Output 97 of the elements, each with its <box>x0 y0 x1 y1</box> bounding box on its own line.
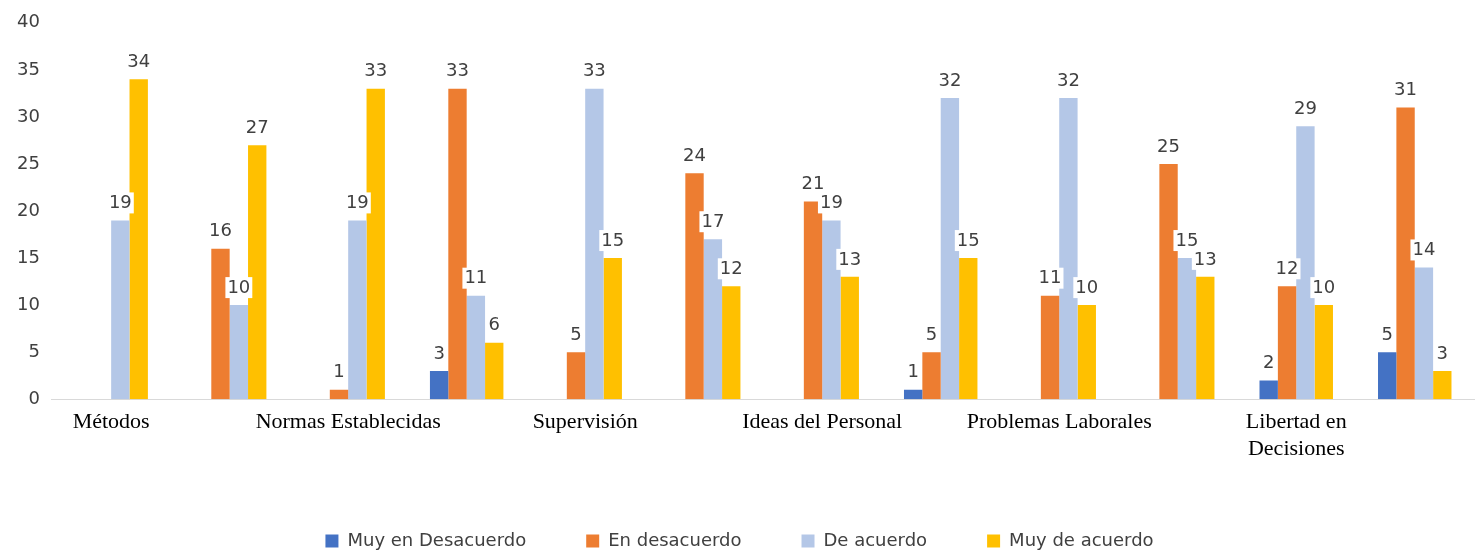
bar <box>429 370 449 400</box>
x-tick-label: Ideas del Personal <box>742 408 903 434</box>
data-label: 33 <box>582 59 606 81</box>
data-label: 14 <box>1412 238 1436 260</box>
x-tick-label: Supervisión <box>532 408 638 434</box>
bar <box>959 258 978 400</box>
data-label: 24 <box>683 144 706 166</box>
data-label: 21 <box>801 172 825 194</box>
y-tick-label: 35 <box>17 57 40 79</box>
data-label: 12 <box>719 256 743 278</box>
bar <box>366 88 385 400</box>
bar <box>566 352 586 400</box>
y-tick-label: 10 <box>17 292 40 314</box>
y-tick-label: 20 <box>17 198 40 220</box>
data-label: 13 <box>838 247 862 269</box>
bar <box>1296 126 1315 400</box>
data-label: 10 <box>227 275 251 297</box>
data-label: 3 <box>1436 341 1449 363</box>
bar <box>1396 107 1415 400</box>
bar <box>1177 258 1197 400</box>
legend-label: Muy de acuerdo <box>1009 528 1154 550</box>
data-label: 19 <box>108 191 132 213</box>
legend-label: En desacuerdo <box>608 528 742 550</box>
bar <box>229 305 249 400</box>
data-label: 32 <box>1056 68 1080 90</box>
bar <box>1414 267 1434 400</box>
bar <box>585 88 604 400</box>
bar <box>1378 352 1397 400</box>
bar <box>1059 98 1078 400</box>
data-label: 2 <box>1262 351 1275 373</box>
x-tick-label: Normas Establecidas <box>255 408 441 434</box>
data-label: 29 <box>1293 96 1317 118</box>
bar <box>685 173 704 400</box>
data-label: 5 <box>925 322 938 344</box>
bar <box>903 389 923 400</box>
data-label: 5 <box>570 322 582 344</box>
bar <box>111 220 130 400</box>
data-label: 6 <box>488 313 500 335</box>
data-label: 32 <box>938 68 962 90</box>
bar <box>722 286 741 400</box>
bar <box>211 248 230 400</box>
bar <box>1433 370 1452 400</box>
y-tick-label: 40 <box>17 10 40 32</box>
data-label: 34 <box>127 49 151 71</box>
data-label: 11 <box>464 266 488 288</box>
bar <box>466 295 486 400</box>
data-label: 17 <box>701 209 725 231</box>
bar <box>1159 163 1178 400</box>
x-tick-label: Métodos <box>72 408 150 434</box>
data-label: 1 <box>333 360 345 382</box>
bar <box>822 220 841 400</box>
x-tick-label: Libertad en Decisiones <box>1245 408 1347 460</box>
bar <box>329 389 349 400</box>
bar <box>1259 380 1278 400</box>
data-label: 19 <box>345 191 369 213</box>
bar <box>248 145 267 400</box>
bar <box>485 342 504 400</box>
bar <box>1314 305 1333 400</box>
data-label: 15 <box>601 228 625 250</box>
legend-label: De acuerdo <box>823 528 928 550</box>
data-label: 33 <box>364 59 388 81</box>
bar <box>1277 286 1297 400</box>
data-label: 27 <box>245 115 269 137</box>
data-label: 33 <box>446 59 469 81</box>
bar <box>448 88 467 400</box>
data-label: 19 <box>819 191 843 213</box>
x-tick-label: Problemas Laborales <box>966 408 1152 434</box>
bar <box>603 258 622 400</box>
bar <box>1040 295 1060 400</box>
bar <box>922 352 941 400</box>
y-tick-label: 0 <box>28 386 40 408</box>
data-label: 31 <box>1394 78 1418 100</box>
data-label: 11 <box>1038 266 1062 288</box>
data-label: 13 <box>1193 247 1217 269</box>
y-tick-label: 30 <box>17 104 40 126</box>
data-label: 15 <box>1175 228 1199 250</box>
bar <box>348 220 367 400</box>
y-tick-label: 5 <box>28 339 40 361</box>
data-label: 3 <box>433 341 445 363</box>
data-label: 25 <box>1157 134 1180 156</box>
bar <box>1196 276 1215 400</box>
bar <box>940 98 960 400</box>
legend-label: Muy en Desacuerdo <box>347 528 527 550</box>
data-label: 12 <box>1275 256 1299 278</box>
bar <box>840 276 859 400</box>
bar <box>803 201 823 400</box>
y-tick-label: 15 <box>17 245 40 267</box>
bar <box>1077 305 1096 400</box>
data-label: 10 <box>1312 275 1336 297</box>
data-label: 15 <box>956 228 980 250</box>
bar <box>129 79 148 400</box>
data-label: 10 <box>1075 275 1099 297</box>
data-label: 5 <box>1381 322 1393 344</box>
bar <box>703 239 723 400</box>
data-label: 16 <box>209 219 232 241</box>
y-tick-label: 25 <box>17 151 40 173</box>
data-label: 1 <box>907 360 919 382</box>
